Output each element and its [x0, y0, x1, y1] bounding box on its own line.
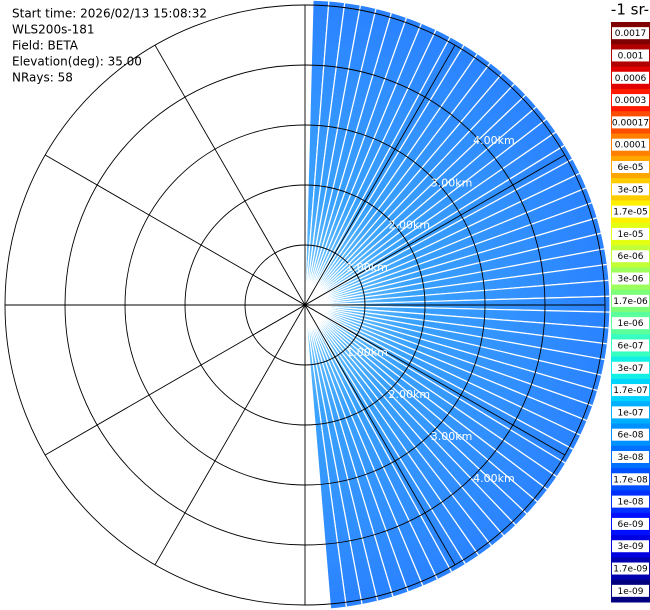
rays: [304, 0, 611, 610]
range-label: 2.00km: [389, 388, 431, 401]
colorbar-label-box: [612, 339, 649, 352]
colorbar-label: 3e-06: [618, 275, 644, 285]
colorbar-label: 1.7e-09: [613, 565, 648, 575]
range-label: 4.00km: [473, 472, 515, 485]
colorbar-label-box: [612, 161, 649, 173]
range-label: 2.00km: [389, 219, 431, 232]
colorbar-label-box: [612, 562, 649, 575]
colorbar-label-box: [612, 272, 649, 285]
colorbar-label: 0.0006: [615, 74, 647, 84]
polar-grid: [4, 4, 606, 606]
colorbar-label: 0.001: [618, 51, 644, 61]
colorbar-label: 1.7e-05: [613, 208, 648, 218]
colorbar-label-box: [612, 517, 649, 530]
colorbar-label-box: [612, 317, 649, 330]
colorbar-label-box: [612, 406, 649, 419]
colorbar-label: 3e-05: [618, 185, 644, 195]
colorbar-label-box: [612, 384, 649, 397]
range-label: 3.00km: [431, 430, 473, 443]
labels: Start time: 2026/02/13 15:08:32 WLS200s-1…: [12, 1, 650, 603]
colorbar-label-box: [612, 361, 649, 374]
header-line: Field: BETA: [12, 39, 79, 53]
colorbar-label-box: [612, 540, 649, 553]
header-line: NRays: 58: [12, 71, 73, 85]
colorbar-label: 1e-09: [618, 587, 644, 597]
colorbar-label: 1e-07: [618, 408, 644, 418]
colorbar-label: 6e-07: [618, 341, 644, 351]
colorbar-label: 0.0003: [615, 96, 647, 106]
colorbar-label: 6e-06: [618, 252, 644, 262]
colorbar-label: 1.7e-08: [613, 475, 648, 485]
colorbar-label: 0.0017: [615, 29, 647, 39]
colorbar-label: 1e-08: [618, 498, 644, 508]
colorbar-label-box: [612, 294, 649, 307]
colorbar-label: 1e-06: [618, 319, 644, 329]
colorbar-label-box: [612, 71, 649, 84]
colorbar-label: 3e-08: [618, 453, 644, 463]
colorbar-label-box: [612, 250, 649, 263]
ray: [304, 306, 348, 610]
header-line: Elevation(deg): 35.00: [12, 55, 142, 69]
header-line: WLS200s-181: [12, 23, 95, 37]
colorbar-label: 3e-07: [618, 364, 644, 374]
range-label: 4.00km: [473, 134, 515, 147]
colorbar-label-box: [612, 116, 649, 129]
colorbar-label: 3e-09: [618, 542, 644, 552]
colorbar-title: -1 sr-: [611, 1, 649, 19]
range-label: 1.00km: [346, 346, 388, 359]
colorbar-label-box: [612, 584, 649, 597]
colorbar-label: 6e-09: [618, 520, 644, 530]
colorbar-label-box: [612, 138, 649, 151]
colorbar-label-box: [612, 183, 649, 196]
range-label: 1.00km: [346, 261, 388, 274]
colorbar-label: 0.00017: [612, 118, 649, 128]
colorbar-label-box: [612, 473, 649, 486]
colorbar-label-box: [612, 27, 649, 40]
azimuth-line: [154, 44, 456, 566]
colorbar-label: 1.7e-07: [613, 386, 648, 396]
range-label: 3.00km: [431, 176, 473, 189]
colorbar-label-box: [612, 495, 649, 508]
colorbar-label: 1.7e-06: [613, 297, 648, 307]
colorbar-label-box: [612, 205, 649, 218]
colorbar-label-box: [612, 428, 649, 441]
colorbar-label: 6e-08: [618, 431, 644, 441]
colorbar-label-box: [612, 49, 649, 62]
colorbar-label: 1e-05: [618, 230, 644, 240]
colorbar-label-box: [612, 227, 649, 240]
colorbar-label: 6e-05: [618, 163, 644, 173]
header-line: Start time: 2026/02/13 15:08:32: [12, 7, 207, 21]
colorbar-label-box: [612, 451, 649, 463]
colorbar-label-box: [612, 94, 649, 107]
colorbar-label: 0.0001: [615, 141, 647, 151]
